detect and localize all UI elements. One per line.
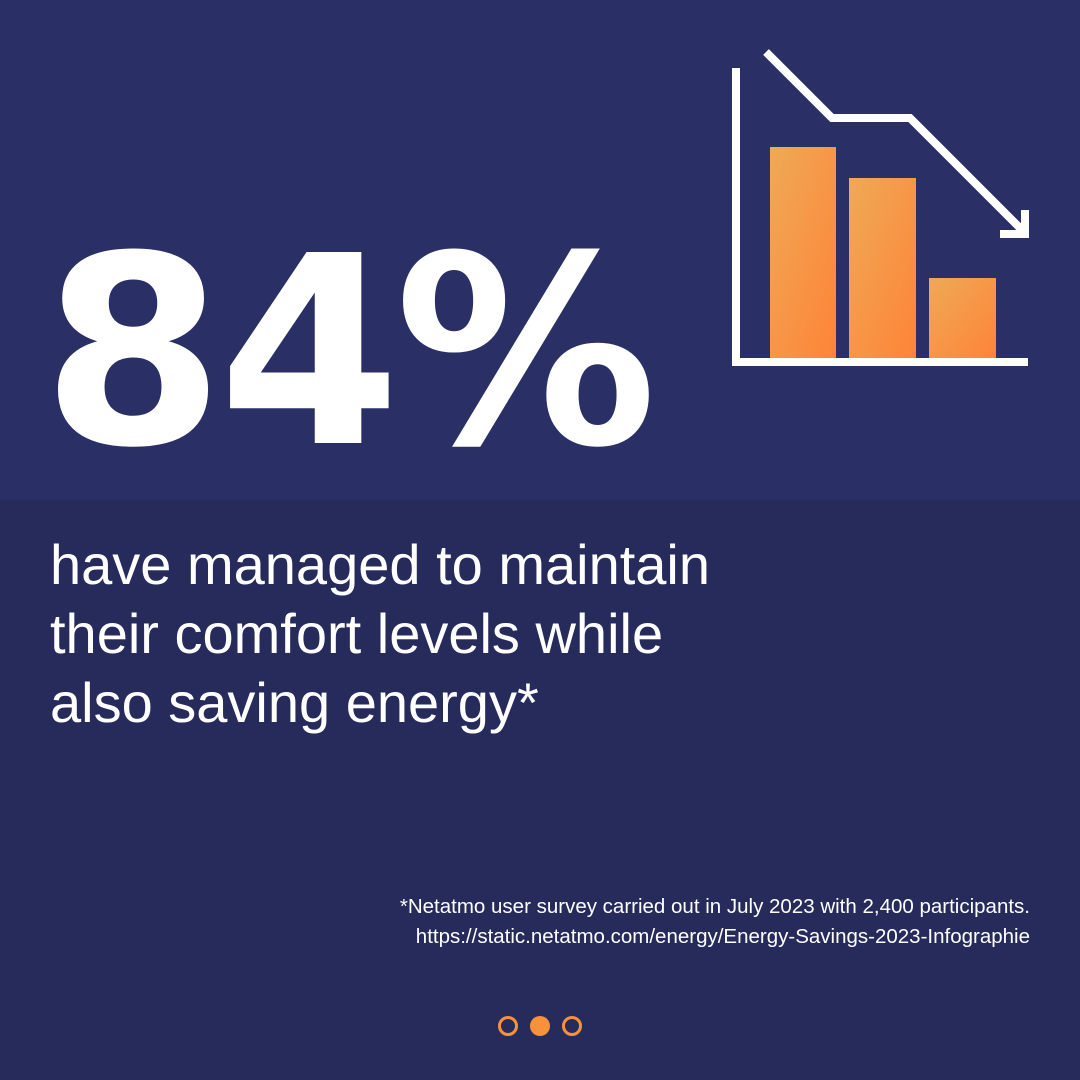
- description-line: also saving energy*: [50, 671, 539, 734]
- declining-bar-chart-icon: [732, 49, 1029, 366]
- description-line: have managed to maintain: [50, 533, 710, 596]
- pagination-dot-2[interactable]: [530, 1016, 550, 1036]
- stat-description: have managed to maintain their comfort l…: [50, 530, 810, 737]
- chart-axes: [732, 68, 1028, 366]
- source-footnote: *Netatmo user survey carried out in July…: [400, 892, 1030, 952]
- stat-value: 84%: [42, 200, 657, 505]
- description-line: their comfort levels while: [50, 602, 664, 665]
- trend-arrow-head: [1000, 210, 1029, 238]
- footnote-line: *Netatmo user survey carried out in July…: [399, 895, 1030, 918]
- chart-bar-2: [849, 178, 916, 360]
- pagination-dot-1[interactable]: [498, 1016, 518, 1036]
- carousel-pagination: [498, 1016, 582, 1036]
- chart-bar-3: [929, 278, 996, 360]
- chart-bar-1: [770, 147, 836, 360]
- trend-arrow-line: [763, 49, 1025, 233]
- source-url: https://static.netatmo.com/energy/Energy…: [415, 925, 1030, 948]
- pagination-dot-3[interactable]: [562, 1016, 582, 1036]
